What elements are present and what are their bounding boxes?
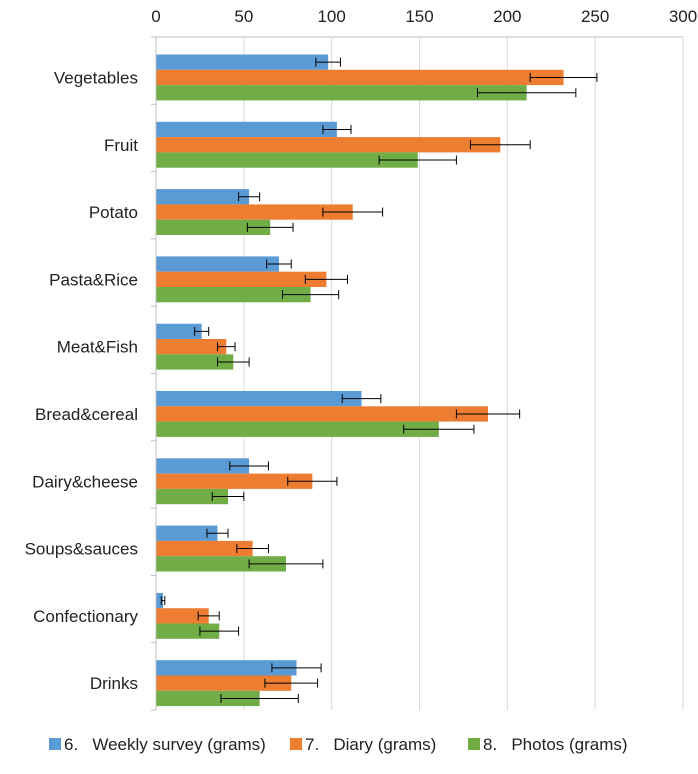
category-label: Soups&sauces [25,540,138,559]
bar [156,488,229,505]
bar [156,406,489,422]
bar [156,271,327,287]
category-label: Bread&cereal [35,405,138,424]
error-bar [322,207,384,217]
error-bar [220,693,299,703]
legend: 6. Weekly survey (grams) 7. Diary (grams)… [49,735,628,754]
bar [156,391,362,407]
x-tick-label: 250 [581,7,609,26]
labels: 0 50 100 150 200 250 300 Vegetables Fruit Potato P… [25,7,698,693]
legend-item: 7. Diary (grams) [290,735,436,754]
category-label: Pasta&Rice [49,270,138,289]
legend-swatch [468,738,480,750]
error-bar [248,559,324,569]
bar [156,287,311,303]
legend-swatch [49,738,61,750]
error-bar [194,326,210,336]
category-label: Confectionary [33,607,138,626]
error-bar [322,124,352,134]
error-bar [229,461,269,471]
legend-swatch [290,738,302,750]
category-label: Dairy&cheese [32,472,138,491]
error-bar [264,678,319,688]
bar [156,556,286,572]
bar [156,458,250,474]
error-bar [403,424,475,434]
error-bar [287,476,338,486]
legend-item: 6. Weekly survey (grams) [49,735,266,754]
bar [156,608,209,624]
bar [156,219,271,235]
error-bar [197,611,220,621]
error-bar [216,342,236,352]
bar [156,421,439,437]
bar [156,354,234,370]
error-bar [199,626,240,636]
bar [156,339,227,355]
error-bar [378,155,457,165]
error-bar [160,596,166,606]
error-bar [238,192,261,202]
bar [156,204,353,220]
bar [156,137,501,153]
category-label: Fruit [104,136,138,155]
error-bar [281,290,340,300]
bar [156,690,260,707]
error-bar [476,88,577,98]
bar [156,540,253,557]
bar [156,525,218,541]
legend-item: 8. Photos (grams) [468,735,628,754]
error-bar [455,409,521,419]
legend-label: 7. Diary (grams) [305,735,436,754]
error-bar [246,222,294,232]
error-bar [211,492,245,502]
error-bar [271,663,322,673]
error-bar [266,259,292,269]
bar [156,152,418,168]
category-label: Drinks [90,674,138,693]
axes [151,36,683,711]
error-bar [236,544,269,554]
bar [156,623,220,639]
bar [156,675,292,691]
error-bar [216,357,250,367]
bar [156,121,337,138]
x-tick-label: 100 [317,7,345,26]
bar [156,54,329,70]
x-tick-label: 200 [493,7,521,26]
bar [156,85,527,101]
error-bar [341,394,382,404]
category-label: Vegetables [54,68,138,87]
bar [156,473,313,489]
category-label: Potato [89,203,138,222]
x-tick-label: 150 [405,7,433,26]
x-tick-label: 300 [669,7,697,26]
category-label: Meat&Fish [57,338,138,357]
bar [156,256,279,272]
error-bar [304,274,348,284]
bar [156,592,164,609]
bar [156,189,250,205]
bar [156,660,297,676]
x-tick-label: 50 [234,7,253,26]
bar [156,69,564,86]
error-bar [469,140,531,150]
bars [156,54,598,707]
error-bar [206,528,229,538]
legend-label: 8. Photos (grams) [483,735,628,754]
bar [156,323,202,339]
error-bar [315,57,341,67]
error-bar [529,72,598,82]
legend-label: 6. Weekly survey (grams) [64,735,266,754]
x-tick-label: 0 [151,7,160,26]
